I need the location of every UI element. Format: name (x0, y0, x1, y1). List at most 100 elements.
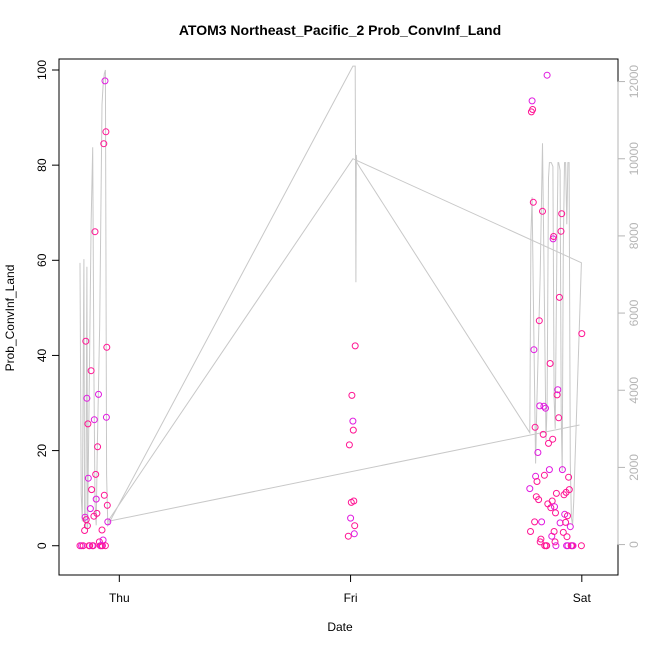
y2-tick-label: 10000 (627, 142, 641, 176)
y-tick-label: 0 (35, 542, 49, 549)
data-point (88, 486, 96, 494)
data-point (100, 491, 108, 499)
y-axis-label: Prob_ConvInf_Land (3, 265, 17, 372)
chart-title: ATOM3 Northeast_Pacific_2 Prob_ConvInf_L… (179, 22, 501, 38)
y2-tick-label: 4000 (627, 377, 641, 404)
data-point (552, 509, 559, 517)
data-point (557, 227, 565, 235)
y2-tick-label: 6000 (627, 299, 641, 326)
data-point (545, 466, 553, 474)
data-point (345, 441, 353, 449)
data-point (550, 528, 558, 535)
y-tick-label: 20 (35, 444, 49, 458)
data-point (86, 542, 94, 550)
y2-tick-label: 2000 (627, 454, 641, 481)
data-point (539, 207, 546, 215)
data-point (533, 478, 541, 485)
data-point (349, 426, 357, 434)
y-tick-label: 60 (35, 253, 49, 267)
y-axis-right: 0 2000 4000 6000 8000 10000 12000 (617, 65, 641, 548)
data-point (528, 97, 536, 105)
y-axis-left: 0 20 40 60 80 100 (35, 60, 60, 549)
y-tick-label: 80 (35, 158, 49, 172)
data-point (100, 140, 108, 148)
data-point (564, 542, 572, 550)
data-point (535, 317, 543, 325)
data-point (103, 343, 111, 351)
data-point (104, 518, 112, 526)
data-point (102, 413, 110, 421)
data-point (84, 420, 92, 428)
data-point (351, 522, 359, 530)
data-point (539, 430, 547, 438)
y-tick-label: 100 (35, 60, 49, 80)
point-series (76, 71, 586, 550)
data-point (529, 106, 537, 113)
data-point (577, 542, 585, 550)
x-tick-label: Fri (344, 591, 358, 605)
data-point (92, 495, 100, 503)
data-point (536, 538, 544, 546)
data-point (87, 367, 95, 375)
data-point (529, 198, 537, 206)
data-point (562, 518, 570, 526)
data-point (552, 489, 560, 497)
data-point (86, 505, 94, 513)
data-point (531, 423, 539, 431)
data-point (545, 439, 552, 447)
data-point (540, 402, 548, 410)
data-point (555, 293, 563, 301)
data-point (554, 386, 562, 394)
data-point (566, 523, 574, 531)
data-point (564, 512, 571, 520)
data-point (549, 435, 557, 443)
data-point (349, 417, 357, 425)
data-point (83, 394, 91, 402)
data-point (350, 497, 358, 505)
data-point (89, 542, 97, 550)
data-point (531, 518, 539, 526)
data-point (102, 128, 110, 136)
data-point (83, 522, 91, 530)
data-point (548, 497, 556, 505)
data-point (351, 342, 359, 350)
data-point (543, 542, 551, 550)
data-point (551, 538, 559, 546)
data-point (101, 542, 109, 550)
data-point (532, 472, 540, 480)
data-point (543, 71, 551, 79)
data-point (552, 542, 560, 550)
data-point (542, 404, 549, 412)
data-point (559, 528, 567, 536)
data-point (103, 501, 111, 509)
y2-tick-label: 8000 (627, 222, 641, 249)
y2-tick-label: 12000 (627, 65, 641, 99)
data-point (94, 443, 102, 451)
data-point (565, 486, 573, 494)
data-point (348, 391, 356, 399)
data-point (563, 533, 571, 541)
data-point (347, 514, 355, 522)
x-axis: Thu Fri Sat (109, 574, 592, 605)
data-point (535, 496, 543, 504)
data-point (99, 536, 107, 544)
y2-tick-label: 0 (627, 541, 641, 548)
data-point (82, 337, 90, 345)
data-point (93, 509, 101, 517)
data-point (547, 504, 555, 512)
data-point (527, 528, 534, 535)
data-point (344, 532, 352, 540)
data-point (95, 390, 102, 398)
data-point (537, 535, 545, 543)
x-tick-label: Thu (109, 591, 130, 605)
x-tick-label: Sat (573, 591, 592, 605)
data-point (98, 526, 106, 534)
data-point (558, 210, 566, 218)
y-tick-label: 40 (35, 348, 49, 362)
data-point (92, 470, 100, 478)
series-line-0 (79, 65, 583, 530)
data-point (530, 346, 538, 354)
line-series (79, 65, 583, 530)
